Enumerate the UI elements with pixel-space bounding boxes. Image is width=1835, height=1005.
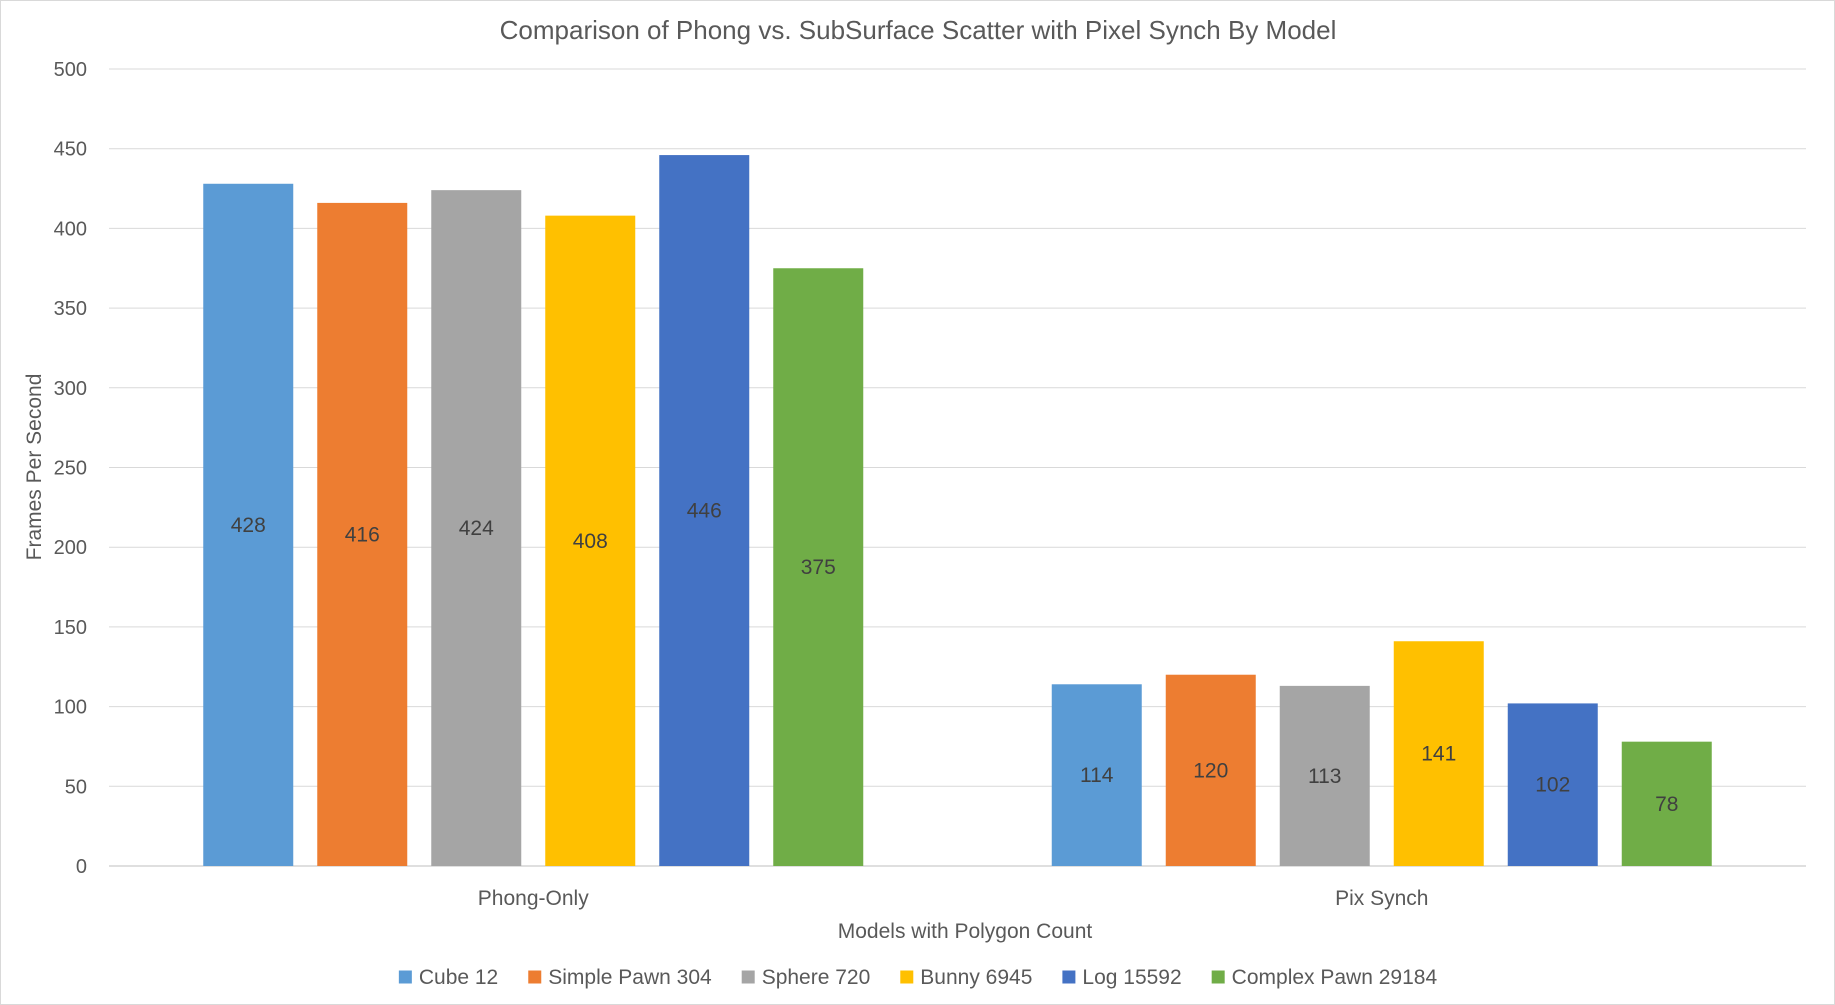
- legend-label: Simple Pawn 304: [548, 966, 712, 989]
- legend-swatch: [900, 970, 914, 984]
- bar-cube-12-phong-only: [203, 183, 294, 866]
- data-label: 375: [801, 556, 836, 579]
- legend: Cube 12 Simple Pawn 304 Sphere 720 Bunny 69…: [398, 966, 1438, 989]
- bar-log-15592-pix-synch: [1507, 703, 1598, 866]
- data-label: 446: [687, 500, 722, 523]
- data-label: 113: [1308, 765, 1341, 788]
- data-label: 424: [459, 517, 494, 540]
- data-label: 102: [1535, 774, 1570, 797]
- bar-sphere-720-pix-synch: [1279, 685, 1370, 866]
- legend-label: Sphere 720: [762, 966, 871, 989]
- bar-sphere-720-phong-only: [431, 190, 522, 867]
- legend-label: Log 15592: [1082, 966, 1181, 989]
- y-tick-label: 100: [54, 697, 87, 719]
- x-category-label: Phong-Only: [478, 887, 589, 910]
- legend-label: Cube 12: [419, 966, 498, 989]
- bar-complex-pawn-29184-phong-only: [773, 268, 864, 866]
- bar-complex-pawn-29184-pix-synch: [1621, 741, 1712, 866]
- bar-simple-pawn-304-phong-only: [317, 202, 408, 866]
- legend-label: Complex Pawn 29184: [1232, 966, 1438, 989]
- legend-label: Bunny 6945: [920, 966, 1032, 989]
- x-category-label: Pix Synch: [1335, 887, 1428, 910]
- chart-title: Comparison of Phong vs. SubSurface Scatt…: [500, 15, 1337, 45]
- y-tick-label: 50: [65, 776, 87, 798]
- y-tick-label: 300: [54, 378, 87, 400]
- y-axis-ticks: 0 50 100 150 200 250 300 350 400 450 500: [54, 59, 87, 878]
- legend-swatch: [398, 970, 412, 984]
- y-tick-label: 250: [54, 458, 87, 480]
- bar-bunny-6945-phong-only: [545, 215, 636, 866]
- x-axis-categories: Phong-Only Pix Synch: [478, 887, 1429, 910]
- legend-swatch: [528, 970, 542, 984]
- data-label: 141: [1421, 743, 1456, 766]
- data-label: 408: [573, 530, 608, 553]
- bar-bunny-6945-pix-synch: [1393, 641, 1484, 866]
- data-label: 428: [231, 514, 266, 537]
- x-axis-title: Models with Polygon Count: [838, 920, 1093, 943]
- y-tick-label: 400: [54, 218, 87, 240]
- data-labels: 428 416 424 408 446 375 114 120 113 141 102 78: [231, 500, 1679, 816]
- y-tick-label: 0: [76, 856, 87, 878]
- bar-log-15592-phong-only: [659, 155, 750, 867]
- legend-swatch: [1062, 970, 1076, 984]
- y-tick-label: 450: [54, 139, 87, 161]
- y-tick-label: 500: [54, 59, 87, 81]
- y-tick-label: 200: [54, 537, 87, 559]
- bar-cube-12-pix-synch: [1051, 684, 1142, 866]
- legend-swatch: [1211, 970, 1225, 984]
- data-label: 416: [345, 523, 380, 546]
- y-axis-title: Frames Per Second: [23, 374, 46, 561]
- data-label: 114: [1080, 764, 1114, 787]
- data-label: 78: [1655, 793, 1678, 816]
- data-label: 120: [1193, 759, 1228, 782]
- bar-simple-pawn-304-pix-synch: [1165, 674, 1256, 866]
- legend-swatch: [741, 970, 755, 984]
- y-tick-label: 350: [54, 298, 87, 320]
- bars: [203, 155, 1712, 867]
- y-tick-label: 150: [54, 617, 87, 639]
